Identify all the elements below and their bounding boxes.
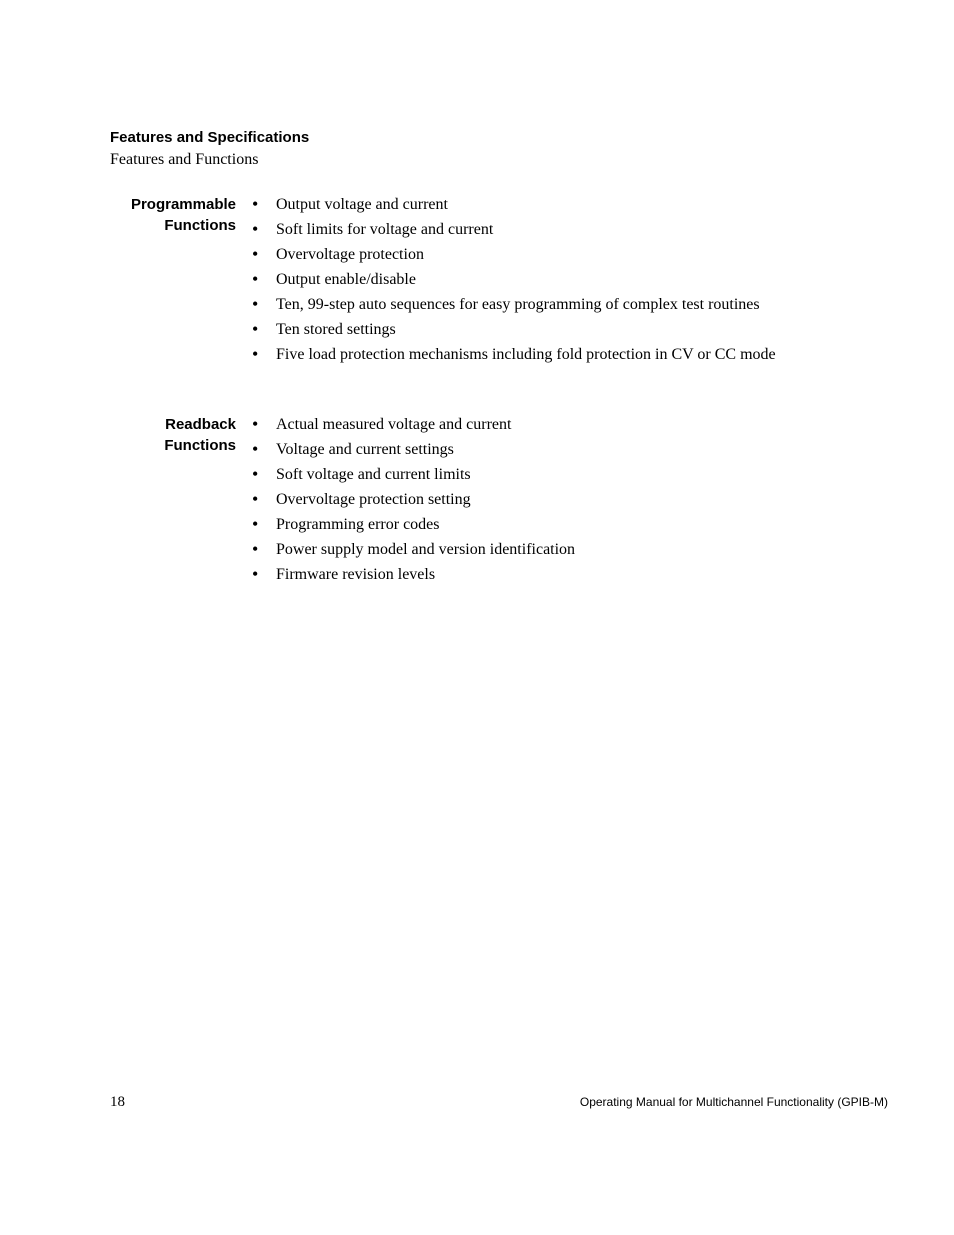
section-label-line: Functions: [110, 435, 236, 456]
list-item: Actual measured voltage and current: [248, 412, 894, 437]
list-item: Soft limits for voltage and current: [248, 217, 894, 242]
section-label: Readback Functions: [110, 412, 236, 456]
list-item: Overvoltage protection: [248, 242, 894, 267]
section-body: Actual measured voltage and current Volt…: [236, 412, 894, 587]
page-footer: 18 Operating Manual for Multichannel Fun…: [110, 1094, 888, 1111]
bullet-list: Output voltage and current Soft limits f…: [248, 192, 894, 367]
page-number: 18: [110, 1094, 125, 1111]
list-item: Firmware revision levels: [248, 562, 894, 587]
list-item: Soft voltage and current limits: [248, 462, 894, 487]
list-item: Overvoltage protection setting: [248, 487, 894, 512]
section-body: Output voltage and current Soft limits f…: [236, 192, 894, 367]
header-subtitle: Features and Functions: [110, 150, 309, 170]
list-item: Output voltage and current: [248, 192, 894, 217]
footer-doc-title: Operating Manual for Multichannel Functi…: [580, 1095, 888, 1109]
section-label-line: Functions: [110, 215, 236, 236]
list-item: Programming error codes: [248, 512, 894, 537]
section-label-line: Readback: [110, 414, 236, 435]
header-title: Features and Specifications: [110, 128, 309, 148]
list-item: Voltage and current settings: [248, 437, 894, 462]
list-item: Five load protection mechanisms includin…: [248, 342, 894, 367]
list-item: Ten, 99-step auto sequences for easy pro…: [248, 292, 894, 317]
list-item: Power supply model and version identific…: [248, 537, 894, 562]
bullet-list: Actual measured voltage and current Volt…: [248, 412, 894, 587]
list-item: Ten stored settings: [248, 317, 894, 342]
section-readback-functions: Readback Functions Actual measured volta…: [110, 412, 894, 587]
section-label-line: Programmable: [110, 194, 236, 215]
list-item: Output enable/disable: [248, 267, 894, 292]
section-programmable-functions: Programmable Functions Output voltage an…: [110, 192, 894, 367]
page: Features and Specifications Features and…: [0, 0, 954, 1235]
section-label: Programmable Functions: [110, 192, 236, 236]
page-header: Features and Specifications Features and…: [110, 128, 309, 170]
